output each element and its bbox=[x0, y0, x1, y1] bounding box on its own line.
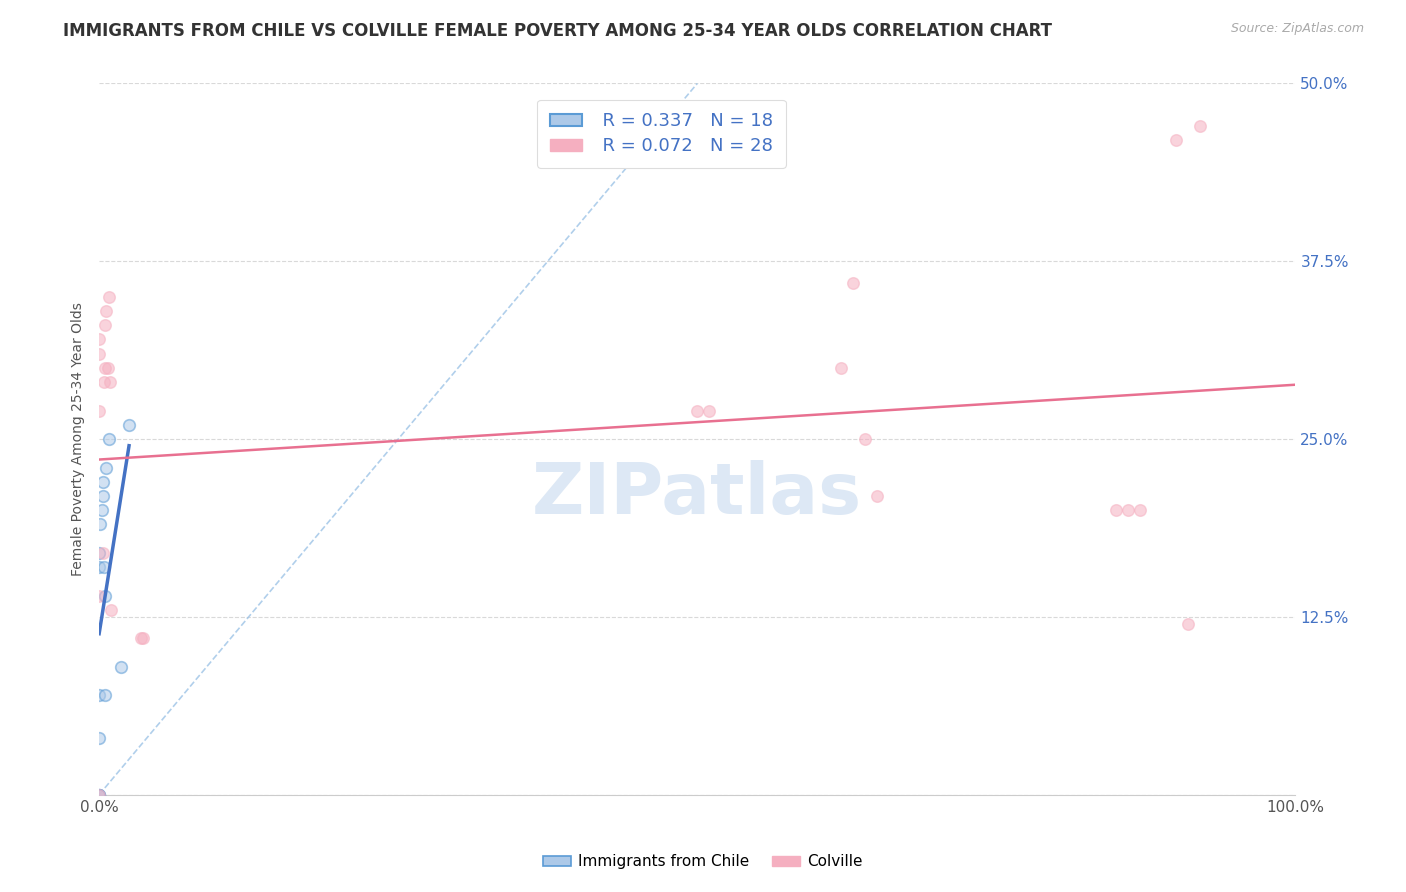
Point bbox=[686, 403, 709, 417]
Point bbox=[118, 417, 141, 432]
Point bbox=[94, 688, 117, 702]
Point bbox=[89, 788, 111, 802]
Point bbox=[132, 631, 155, 645]
Point bbox=[97, 290, 120, 304]
Point bbox=[89, 788, 111, 802]
Legend:   R = 0.337   N = 18,   R = 0.072   N = 28: R = 0.337 N = 18, R = 0.072 N = 28 bbox=[537, 100, 786, 168]
Y-axis label: Female Poverty Among 25-34 Year Olds: Female Poverty Among 25-34 Year Olds bbox=[72, 302, 86, 576]
Point bbox=[697, 403, 720, 417]
Point bbox=[866, 489, 889, 503]
Point bbox=[89, 517, 111, 532]
Point bbox=[96, 304, 118, 318]
Point bbox=[1164, 133, 1187, 147]
Point bbox=[89, 347, 111, 361]
Point bbox=[94, 589, 117, 603]
Point bbox=[89, 560, 111, 574]
Point bbox=[89, 333, 111, 347]
Legend: Immigrants from Chile, Colville: Immigrants from Chile, Colville bbox=[537, 848, 869, 875]
Point bbox=[1188, 119, 1211, 133]
Point bbox=[100, 603, 122, 617]
Point bbox=[91, 489, 114, 503]
Point bbox=[93, 375, 115, 389]
Point bbox=[98, 375, 121, 389]
Point bbox=[1177, 617, 1199, 632]
Point bbox=[1105, 503, 1128, 517]
Point bbox=[89, 688, 111, 702]
Point bbox=[110, 659, 132, 673]
Point bbox=[89, 788, 111, 802]
Point bbox=[94, 318, 117, 333]
Point bbox=[91, 546, 114, 560]
Point bbox=[89, 788, 111, 802]
Point bbox=[853, 432, 876, 446]
Point bbox=[91, 475, 114, 489]
Point bbox=[90, 503, 112, 517]
Point bbox=[94, 360, 117, 375]
Point bbox=[89, 589, 111, 603]
Point bbox=[842, 276, 865, 290]
Text: IMMIGRANTS FROM CHILE VS COLVILLE FEMALE POVERTY AMONG 25-34 YEAR OLDS CORRELATI: IMMIGRANTS FROM CHILE VS COLVILLE FEMALE… bbox=[63, 22, 1052, 40]
Point bbox=[1129, 503, 1152, 517]
Point bbox=[830, 360, 852, 375]
Point bbox=[89, 403, 111, 417]
Point bbox=[89, 731, 111, 745]
Point bbox=[89, 546, 111, 560]
Point bbox=[96, 360, 118, 375]
Text: Source: ZipAtlas.com: Source: ZipAtlas.com bbox=[1230, 22, 1364, 36]
Point bbox=[1116, 503, 1139, 517]
Point bbox=[129, 631, 152, 645]
Text: ZIPatlas: ZIPatlas bbox=[533, 460, 862, 530]
Point bbox=[93, 560, 115, 574]
Point bbox=[97, 432, 120, 446]
Point bbox=[96, 460, 118, 475]
